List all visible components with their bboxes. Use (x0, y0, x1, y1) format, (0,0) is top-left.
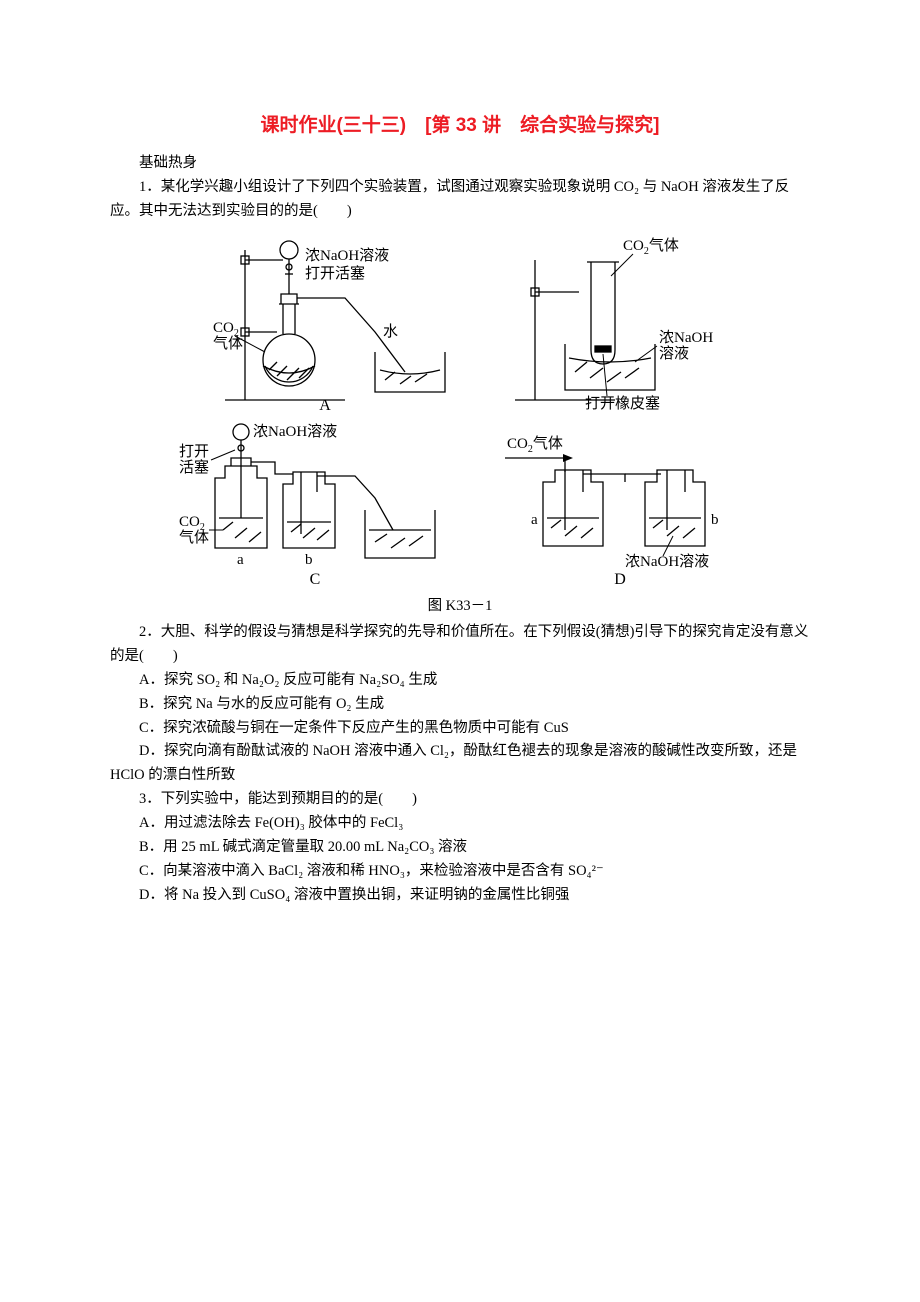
svg-text:打开橡皮塞: 打开橡皮塞 (585, 394, 660, 412)
svg-text:浓NaOH溶液: 浓NaOH溶液 (305, 247, 389, 264)
figure-b: CO2气体 浓NaOH 溶液 打开橡皮塞 B (495, 232, 715, 412)
q2-stem: 2．大胆、科学的假设与猜想是科学探究的先导和价值所在。在下列假设(猜想)引导下的… (110, 621, 810, 669)
svg-text:活塞: 活塞 (179, 458, 209, 476)
svg-text:打开: 打开 (179, 443, 209, 460)
svg-text:气体: 气体 (179, 529, 209, 546)
figure-a: CO2 气体 浓NaOH溶液 打开活塞 水 A (205, 232, 455, 412)
q2-option-b: B．探究 Na 与水的反应可能有 O₂ 生成 (110, 693, 810, 717)
q1-stem: 1．某化学兴趣小组设计了下列四个实验装置，试图通过观察实验现象说明 CO₂ 与 … (110, 176, 810, 224)
svg-text:a: a (531, 512, 538, 528)
question-1: 1．某化学兴趣小组设计了下列四个实验装置，试图通过观察实验现象说明 CO₂ 与 … (110, 176, 810, 224)
svg-text:B: B (600, 411, 611, 412)
figure-d: CO2气体 a b 浓NaOH溶液 D (495, 418, 745, 588)
svg-text:C: C (310, 571, 321, 588)
question-3: 3．下列实验中，能达到预期目的的是( ) A．用过滤法除去 Fe(OH)₃ 胶体… (110, 788, 810, 908)
svg-text:水: 水 (383, 323, 398, 340)
svg-text:CO2气体: CO2气体 (623, 237, 679, 257)
svg-text:b: b (711, 512, 719, 528)
section-heading: 基础热身 (110, 151, 810, 172)
svg-text:b: b (305, 552, 313, 568)
figure-c: 打开 活塞 浓NaOH溶液 CO2 气体 a b C (175, 418, 455, 588)
svg-text:A: A (319, 397, 331, 412)
q2-option-a: A．探究 SO₂ 和 Na₂O₂ 反应可能有 Na₂SO₄ 生成 (110, 669, 810, 693)
q3-stem: 3．下列实验中，能达到预期目的的是( ) (110, 788, 810, 812)
question-2: 2．大胆、科学的假设与猜想是科学探究的先导和价值所在。在下列假设(猜想)引导下的… (110, 621, 810, 788)
figure-block: CO2 气体 浓NaOH溶液 打开活塞 水 A (110, 232, 810, 615)
q2-option-c: C．探究浓硫酸与铜在一定条件下反应产生的黑色物质中可能有 CuS (110, 717, 810, 741)
svg-text:浓NaOH溶液: 浓NaOH溶液 (625, 553, 709, 570)
q3-option-b: B．用 25 mL 碱式滴定管量取 20.00 mL Na₂CO₃ 溶液 (110, 836, 810, 860)
svg-text:CO2气体: CO2气体 (507, 435, 563, 455)
page-title: 课时作业(三十三) [第 33 讲 综合实验与探究] (110, 110, 810, 137)
svg-text:浓NaOH溶液: 浓NaOH溶液 (253, 423, 337, 440)
svg-text:浓NaOH: 浓NaOH (659, 329, 713, 346)
q3-option-a: A．用过滤法除去 Fe(OH)₃ 胶体中的 FeCl₃ (110, 812, 810, 836)
svg-text:溶液: 溶液 (659, 345, 689, 362)
q2-option-d: D．探究向滴有酚酞试液的 NaOH 溶液中通入 Cl₂，酚酞红色褪去的现象是溶液… (110, 740, 810, 788)
svg-text:打开活塞: 打开活塞 (305, 264, 365, 282)
svg-text:D: D (614, 571, 626, 588)
svg-text:a: a (237, 552, 244, 568)
q3-option-d: D．将 Na 投入到 CuSO₄ 溶液中置换出铜，来证明钠的金属性比铜强 (110, 884, 810, 908)
q3-option-c: C．向某溶液中滴入 BaCl₂ 溶液和稀 HNO₃，来检验溶液中是否含有 SO₄… (110, 860, 810, 884)
figure-caption: 图 K33－1 (110, 594, 810, 615)
